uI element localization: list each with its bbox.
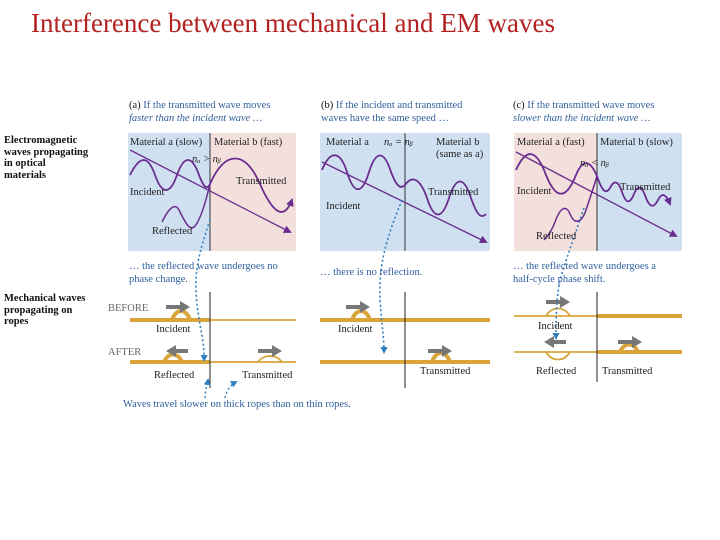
panel-a-note: … the reflected wave undergoes no phase … (129, 261, 278, 285)
panel-c-rope-reflected: Reflected (536, 366, 577, 377)
panel-a-transmitted-wave (209, 157, 294, 213)
panel-b-incident-label: Incident (326, 201, 361, 212)
after-label: AFTER (108, 347, 142, 358)
panel-c-relation: nₐ < nᵦ (580, 158, 609, 169)
panel-a-caption: (a) If the transmitted wave moves faster… (129, 100, 271, 124)
panel-b-note: … there is no reflection. (320, 267, 423, 278)
panel-a-reflected-arrow (166, 345, 188, 357)
panel-c-note: … the reflected wave undergoes a half-cy… (513, 261, 656, 285)
panel-b-material-left: Material a (326, 137, 369, 148)
panel-a-reflected-label: Reflected (152, 226, 193, 237)
panel-a-rope-transmitted: Transmitted (242, 370, 293, 381)
panel-b-direction (321, 161, 488, 243)
panel-b-dotted-connector (378, 199, 403, 354)
panel-a-fast-region (210, 133, 296, 251)
panel-c-reflected-pulse (545, 351, 571, 361)
panel-c-rope-incident: Incident (538, 321, 573, 332)
panel-b-transmitted-label: Transmitted (428, 187, 479, 198)
panel-b-material-right: Material b (same as a) (436, 137, 484, 160)
panel-c-reflected-arrow (544, 336, 566, 348)
panel-a-slow-region (128, 133, 210, 251)
panel-a-footer-connector-2 (224, 381, 238, 399)
panel-a-footer-connector-1 (203, 378, 211, 399)
panel-c-transmitted-pulse (618, 342, 640, 353)
panel-a-rope-reflected: Reflected (154, 370, 195, 381)
em-row-label: Electromagnetic waves propagating in opt… (4, 135, 89, 181)
panel-a-transmitted-arrow (258, 345, 282, 357)
panel-c-before-arrow (546, 296, 570, 308)
page-title: Interference between mechanical and EM w… (31, 8, 555, 38)
panel-a-material-right: Material b (fast) (214, 137, 283, 148)
panel-c-reflected-wave (543, 175, 598, 241)
panel-a-transmitted-label: Transmitted (236, 176, 287, 187)
panel-b-transmitted-arrow (428, 345, 452, 357)
footer-note: Waves travel slower on thick ropes than … (123, 399, 351, 410)
panel-a-relation: nₐ > nᵦ (192, 154, 221, 165)
panel-c-transmitted-arrow (618, 336, 642, 348)
panel-a-before-arrow (166, 301, 190, 313)
panel-c-rope-transmitted: Transmitted (602, 366, 653, 377)
panel-b-incident-wave (321, 154, 406, 191)
panel-a-rope-incident: Incident (156, 324, 191, 335)
panel-c-direction (515, 151, 678, 237)
panel-a-material-left: Material a (slow) (130, 137, 203, 148)
panel-b-transmitted-wave (404, 178, 487, 217)
panel-c-material-right: Material b (slow) (600, 137, 673, 148)
panel-a-incident-label: Incident (130, 187, 165, 198)
panel-a-incident-direction (129, 149, 292, 233)
panel-b-relation: nₐ = nᵦ (384, 137, 413, 148)
panel-b-caption: (b) If the incident and transmitted wave… (321, 100, 463, 124)
panel-c-incident-label: Incident (517, 186, 552, 197)
panel-b-before-arrow (346, 301, 370, 313)
panel-c-transmitted-label: Transmitted (620, 182, 671, 193)
panel-b-rope-transmitted: Transmitted (420, 366, 471, 377)
panel-c-transmitted-wave (596, 175, 672, 207)
mech-row-label: Mechanical waves propagating on ropes (4, 293, 86, 327)
before-label: BEFORE (108, 303, 149, 314)
panel-a-incident-wave (129, 159, 211, 191)
panel-c-dotted-connector (552, 207, 585, 340)
panel-c-before-pulse (545, 307, 571, 317)
panel-a-transmitted-pulse (257, 355, 283, 363)
panel-c-material-left: Material a (fast) (517, 137, 585, 148)
panel-a-reflected-wave (161, 183, 211, 229)
panel-c-reflected-label: Reflected (536, 231, 577, 242)
panel-b-rope-incident: Incident (338, 324, 373, 335)
panel-c-caption: (c) If the transmitted wave moves slower… (513, 100, 655, 124)
panel-c-incident-wave (515, 153, 598, 195)
